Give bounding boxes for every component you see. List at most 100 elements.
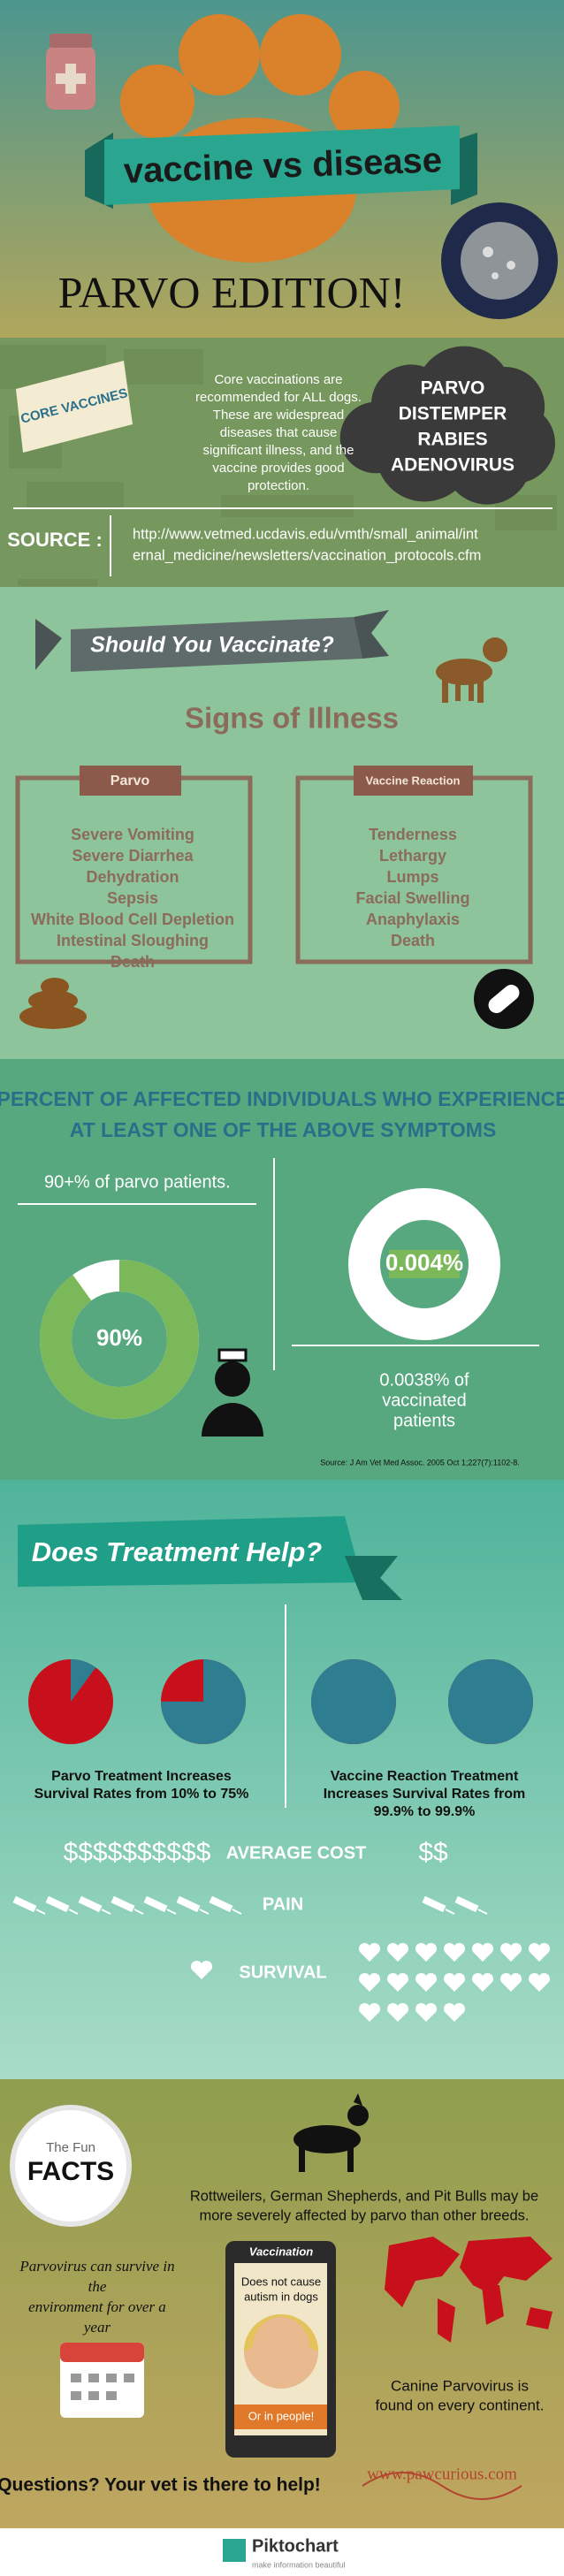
vaccine-name: ADENOVIRUS [391, 455, 514, 476]
description: These are widespread [213, 408, 344, 423]
caption: Parvo Treatment Increases [51, 1769, 232, 1784]
caption: 99.9% to 99.9% [374, 1804, 476, 1819]
heart [415, 1942, 438, 1962]
pie-slice [28, 1659, 113, 1744]
heart [443, 1972, 466, 1992]
medicine-jar [46, 34, 95, 110]
needle [133, 1909, 144, 1915]
poop-icon [19, 978, 87, 1029]
vaccine-note: patients [393, 1411, 455, 1430]
banner: Does Treatment Help? [32, 1536, 323, 1567]
phone-footer-bar [234, 2405, 327, 2429]
heart [415, 2002, 438, 2022]
syringe [143, 1895, 168, 1913]
box-heading: Vaccine Reaction [366, 774, 461, 787]
fact: more severely affected by parvo than oth… [200, 2207, 530, 2223]
percent-title: AT LEAST ONE OF THE ABOVE SYMPTOMS [70, 1118, 497, 1141]
symptom: Facial Swelling [355, 889, 469, 907]
portrait-hair [244, 2314, 318, 2351]
syringe [12, 1895, 37, 1913]
percent-title: PERCENT OF AFFECTED INDIVIDUALS WHO EXPE… [0, 1087, 564, 1110]
heart [528, 1942, 551, 1962]
badge-top: The Fun [46, 2140, 95, 2155]
symptom: Intestinal Sloughing [57, 932, 209, 949]
symptom: Lumps [386, 868, 438, 886]
facts-badge [10, 2105, 132, 2227]
description: vaccine provides good [212, 461, 344, 476]
pie-slice [161, 1659, 246, 1744]
footer-bg [0, 2528, 564, 2576]
label-band [389, 1250, 460, 1278]
fact: Parvovirus can survive in [19, 2258, 174, 2275]
needle [166, 1909, 177, 1915]
flourish [362, 2472, 522, 2500]
row-label: AVERAGE COST [226, 1843, 367, 1863]
description: Core vaccinations are [214, 372, 342, 387]
tagline: make information beautiful [252, 2560, 346, 2569]
phone-text: Does not cause [241, 2275, 321, 2288]
row-label: PAIN [263, 1894, 303, 1914]
needle [445, 1909, 455, 1915]
syringe [209, 1895, 233, 1913]
syringe [78, 1895, 103, 1913]
caption: Vaccine Reaction Treatment [331, 1769, 519, 1784]
vaccine-cloud [339, 346, 555, 505]
ribbon-end [345, 1556, 402, 1600]
nurse-icon [202, 1348, 263, 1437]
banner-ribbon [18, 1516, 362, 1587]
donut-label: 90% [96, 1324, 142, 1351]
website: www.pawcurious.com [367, 2465, 517, 2483]
dog-silhouette [293, 2093, 369, 2172]
symptom: Tenderness [369, 826, 457, 843]
caption: Increases Survival Rates from [324, 1787, 526, 1802]
needle [68, 1909, 79, 1915]
portrait [244, 2314, 318, 2389]
heart [443, 1942, 466, 1962]
syringe-group [12, 1895, 242, 1915]
description: protection. [248, 478, 309, 493]
ribbon-end [354, 610, 389, 659]
needle [232, 1909, 242, 1915]
pill-icon [474, 969, 534, 1029]
heart [471, 1972, 494, 1992]
heart-group [190, 1960, 213, 1979]
symptom: White Blood Cell Depletion [31, 911, 234, 928]
world-map [385, 2237, 553, 2343]
source: Source: J Am Vet Med Assoc. 2005 Oct 1;2… [320, 1458, 519, 1467]
parvo-note: 90+% of parvo patients. [44, 1172, 231, 1192]
heart [499, 1942, 522, 1962]
phone-footer: Or in people! [248, 2409, 314, 2422]
heart [386, 1942, 409, 1962]
heart [386, 2002, 409, 2022]
fact: found on every continent. [376, 2397, 545, 2413]
heart [386, 1972, 409, 1992]
tab [80, 766, 181, 796]
heart [471, 1942, 494, 1962]
pie-slice [311, 1659, 396, 1744]
heart [358, 1972, 381, 1992]
heart [499, 1972, 522, 1992]
banner: Should You Vaccinate? [90, 633, 334, 658]
symptom: Severe Diarrhea [72, 847, 194, 865]
syringe [454, 1895, 479, 1913]
pie-slice [448, 1659, 533, 1744]
syringe-group [422, 1895, 488, 1915]
questions: Questions? Your vet is there to help! [0, 2475, 321, 2496]
vaccine-name: DISTEMPER [399, 404, 507, 424]
ribbon-end [35, 619, 62, 670]
needle [101, 1909, 111, 1915]
fact: year [82, 2319, 111, 2336]
heart [358, 1942, 381, 1962]
syringe [45, 1895, 70, 1913]
source-label: SOURCE : [7, 529, 103, 551]
symptom: Lethargy [379, 847, 446, 865]
needle [477, 1909, 488, 1915]
symptom: Severe Vomiting [71, 826, 194, 843]
cost: $$ [418, 1838, 448, 1867]
source-url: ernal_medicine/newsletters/vaccination_p… [133, 547, 481, 563]
symptom: Sepsis [107, 889, 158, 907]
box-heading: Parvo [111, 774, 150, 789]
heart [190, 1960, 213, 1979]
brand-logo [223, 2539, 246, 2562]
